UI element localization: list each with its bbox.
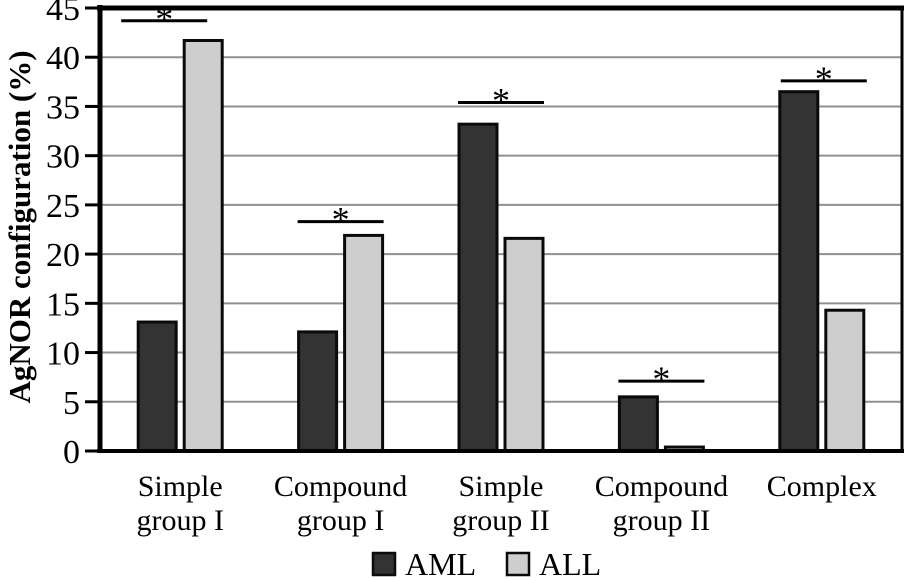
category-label: Compound group I bbox=[274, 470, 407, 537]
legend-label-all: ALL bbox=[539, 546, 601, 581]
category-label: Simple group I bbox=[136, 470, 223, 537]
legend-item-all: ALL bbox=[505, 546, 601, 581]
bar-aml-2 bbox=[457, 122, 499, 453]
bar-aml-0 bbox=[136, 320, 178, 453]
category-label: Simple group II bbox=[452, 470, 549, 537]
significance-asterisk: * bbox=[155, 0, 173, 39]
bar-all-4 bbox=[824, 308, 866, 453]
y-tick-label: 35 bbox=[46, 89, 80, 126]
category-label: Complex bbox=[767, 470, 877, 503]
bars-layer bbox=[136, 38, 866, 453]
legend-swatch-all bbox=[505, 551, 531, 577]
legend-swatch-aml bbox=[371, 551, 397, 577]
y-tick-label: 40 bbox=[46, 40, 80, 77]
category-label: Compound group II bbox=[595, 470, 728, 537]
bar-aml-4 bbox=[778, 90, 820, 453]
y-axis-title: AgNOR configuration (%) bbox=[2, 50, 37, 403]
y-tick-label: 25 bbox=[46, 188, 80, 225]
significance-asterisk: * bbox=[652, 359, 670, 399]
category-labels-layer: Simple group I Compound group I Simple group … bbox=[136, 470, 876, 537]
significance-markers-layer: * * * * * bbox=[121, 0, 867, 399]
y-tick-label: 10 bbox=[46, 336, 80, 373]
y-tick-label: 5 bbox=[63, 385, 80, 422]
legend: AML ALL bbox=[371, 546, 601, 581]
significance-asterisk: * bbox=[815, 59, 833, 99]
significance-asterisk: * bbox=[492, 81, 510, 121]
bar-all-2 bbox=[503, 236, 545, 453]
y-tick-label: 20 bbox=[46, 237, 80, 274]
y-tick-label: 15 bbox=[46, 286, 80, 323]
significance-asterisk: * bbox=[332, 200, 350, 240]
bar-aml-1 bbox=[297, 330, 339, 453]
y-tick-label: 0 bbox=[63, 434, 80, 471]
bar-aml-3 bbox=[617, 395, 659, 453]
y-tick-label: 30 bbox=[46, 139, 80, 176]
legend-label-aml: AML bbox=[405, 546, 476, 581]
plot-frame bbox=[97, 5, 904, 453]
y-axis-ticks-layer: 0 5 10 15 20 25 30 35 40 45 bbox=[46, 0, 100, 471]
grid-layer bbox=[100, 56, 902, 403]
y-tick-label: 45 bbox=[46, 0, 80, 28]
bar-all-0 bbox=[182, 38, 224, 453]
legend-item-aml: AML bbox=[371, 546, 476, 581]
bar-all-1 bbox=[343, 233, 385, 453]
